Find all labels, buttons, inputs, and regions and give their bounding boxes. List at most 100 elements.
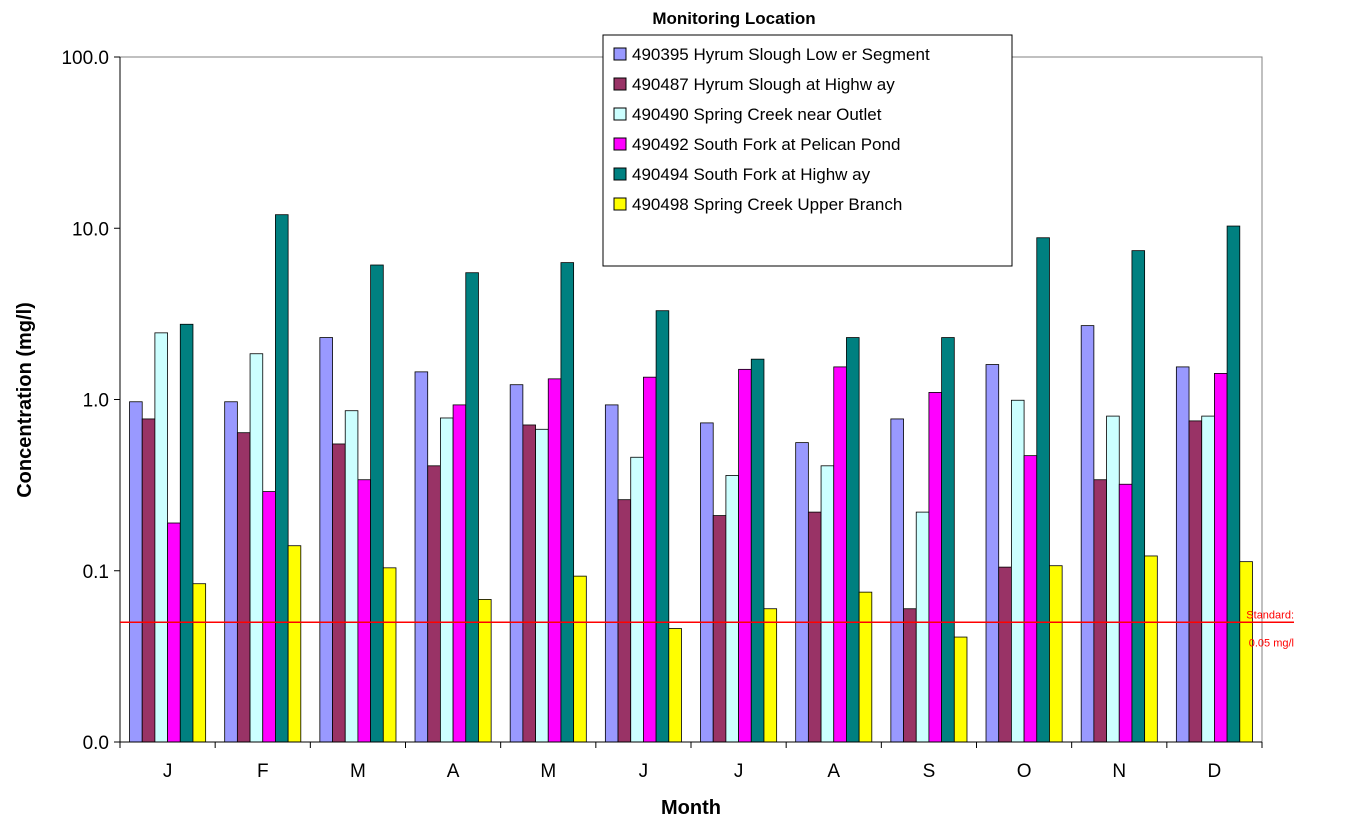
bar: [167, 522, 181, 743]
bar: [522, 424, 536, 743]
x-tick-label: M: [350, 761, 366, 782]
bar: [275, 214, 289, 743]
bar: [795, 442, 809, 743]
bar: [141, 418, 156, 743]
bar: [224, 401, 238, 743]
bar: [604, 404, 619, 743]
legend-entry: 490498 Spring Creek Upper Branch: [632, 195, 902, 214]
bar: [1201, 415, 1215, 743]
bar: [382, 567, 397, 743]
bar: [858, 591, 873, 743]
bars-group: [129, 214, 1253, 743]
legend-swatch: [613, 77, 627, 91]
bar: [179, 323, 194, 743]
bar: [668, 628, 682, 743]
standard-value-label: 0.05 mg/l: [1249, 637, 1294, 649]
bar: [427, 465, 441, 743]
bar: [1093, 479, 1107, 743]
bar: [630, 456, 644, 743]
y-tick-label: 0.0: [83, 733, 109, 754]
bar: [560, 262, 575, 743]
x-tick-label: F: [257, 761, 269, 782]
x-tick-label: A: [447, 761, 460, 782]
bar: [439, 417, 454, 743]
bar: [643, 376, 657, 743]
legend-entry: 490487 Hyrum Slough at Highw ay: [632, 75, 895, 94]
y-tick-label: 1.0: [83, 391, 109, 412]
bar: [573, 575, 587, 743]
y-axis-title: Concentration (mg/l): [14, 302, 36, 498]
bar: [953, 636, 968, 743]
x-tick-label: N: [1112, 761, 1126, 782]
bar: [344, 410, 359, 743]
x-tick-label: J: [639, 761, 649, 782]
legend-swatch: [613, 137, 627, 151]
y-tick-label: 10.0: [72, 219, 109, 240]
bar: [249, 353, 264, 743]
bar: [262, 491, 276, 743]
bar: [655, 310, 670, 743]
bar: [154, 332, 168, 743]
bar: [478, 599, 492, 743]
legend-entry: 490494 South Fork at Highw ay: [632, 165, 871, 184]
bar: [833, 366, 847, 743]
bar: [700, 422, 714, 743]
bar: [903, 608, 917, 743]
bar: [1226, 225, 1241, 743]
y-axis: 100.0 10.0 1.0 0.1 0.0: [61, 48, 121, 754]
bar: [750, 358, 765, 743]
legend-box: [602, 34, 1013, 267]
bar: [509, 384, 524, 743]
legend-swatch: [613, 197, 627, 211]
bar: [319, 337, 333, 743]
bar: [1010, 399, 1025, 743]
bar: [998, 566, 1012, 743]
x-tick-label: A: [827, 761, 840, 782]
x-tick-label: J: [734, 761, 744, 782]
legend-swatch: [613, 47, 627, 61]
bar: [1188, 420, 1203, 743]
bar: [1144, 555, 1158, 743]
bar: [1214, 373, 1228, 743]
x-tick-label: M: [540, 761, 556, 782]
legend-entry: 490395 Hyrum Slough Low er Segment: [632, 45, 930, 64]
bar: [763, 608, 778, 743]
bar: [287, 545, 302, 743]
bar: [465, 272, 479, 743]
y-tick-label: 100.0: [61, 48, 109, 69]
bar: [915, 511, 930, 743]
x-tick-label: S: [923, 761, 936, 782]
bar: [820, 465, 835, 743]
bar: [1036, 237, 1050, 743]
bar: [725, 475, 739, 743]
bar: [236, 432, 251, 743]
bar: [941, 337, 955, 743]
y-tick-label: 0.1: [83, 562, 109, 583]
bar: [1106, 415, 1120, 743]
bar: [1175, 366, 1190, 743]
bar: [928, 392, 943, 743]
bar: [985, 364, 1000, 743]
legend-swatch: [613, 167, 627, 181]
bar: [192, 583, 207, 743]
x-tick-label: J: [163, 761, 173, 782]
bar: [535, 428, 549, 743]
bar: [846, 337, 860, 743]
bar: [807, 511, 822, 743]
legend-entry: 490492 South Fork at Pelican Pond: [632, 135, 900, 154]
bar: [1023, 455, 1038, 743]
x-axis-title: Month: [661, 797, 721, 819]
bar: [1080, 325, 1095, 743]
legend-entry: 490490 Spring Creek near Outlet: [632, 105, 882, 124]
bar: [452, 404, 467, 743]
bar: [1239, 561, 1253, 743]
standard-label: Standard:: [1246, 609, 1294, 621]
bar: [890, 418, 904, 743]
x-tick-label: D: [1208, 761, 1222, 782]
legend-swatch: [613, 107, 627, 121]
bar: [129, 401, 143, 743]
legend-title: Monitoring Location: [652, 9, 815, 28]
bar: [617, 499, 632, 743]
